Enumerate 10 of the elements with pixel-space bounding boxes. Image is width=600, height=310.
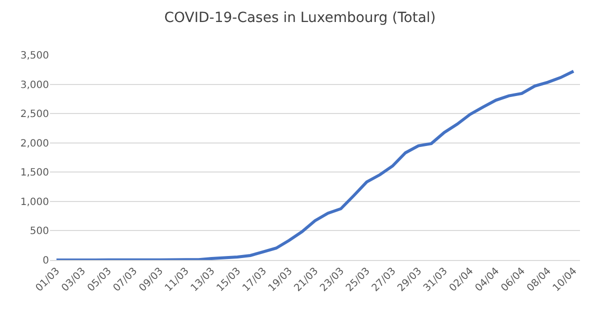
y-tick-label: 1,000	[20, 196, 49, 208]
y-tick-label: 1,500	[20, 168, 49, 179]
chart-title: COVID-19-Cases in Luxembourg (Total)	[164, 10, 436, 26]
y-tick-label: 2,000	[20, 138, 49, 150]
y-tick-label: 3,000	[20, 80, 49, 91]
y-tick-label: 0	[42, 256, 49, 266]
y-tick-label: 2,500	[20, 109, 49, 120]
line-series	[54, 70, 576, 260]
y-tick-label: 500	[30, 226, 49, 238]
y-tick-label: 3,500	[20, 50, 49, 62]
